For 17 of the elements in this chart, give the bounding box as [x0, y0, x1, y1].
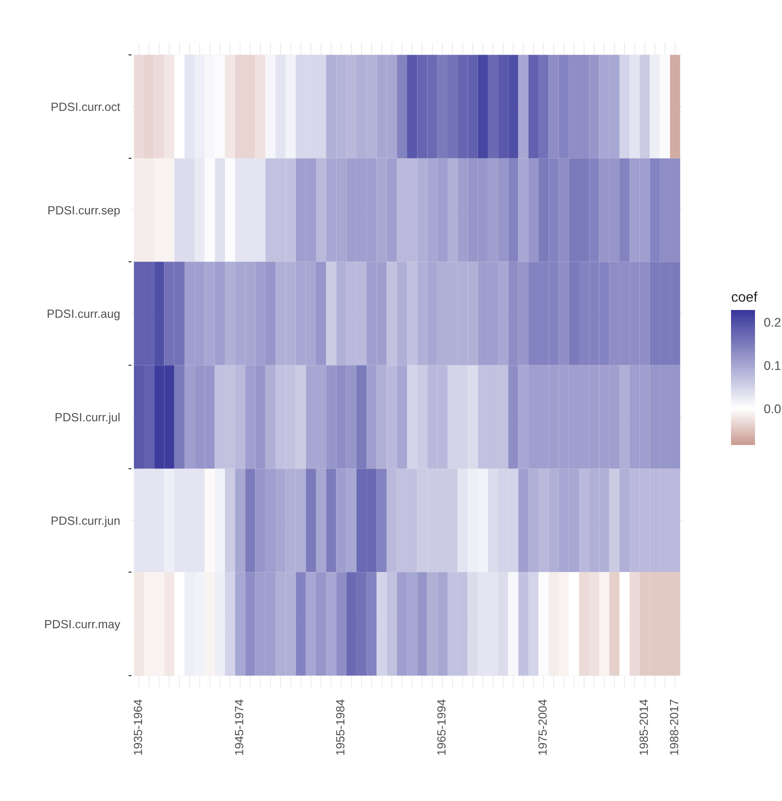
- x-tick-label: 1988-2017: [670, 700, 678, 755]
- y-tick-label: PDSI.curr.jun: [52, 516, 120, 528]
- color-bar-label: 0.1: [764, 361, 781, 370]
- y-tick-label: PDSI.curr.oct: [52, 102, 120, 111]
- x-tick-label: 1985-2014: [640, 700, 648, 755]
- y-tick-label: PDSI.curr.jul: [56, 412, 120, 424]
- x-tick-label: 1955-1984: [336, 700, 344, 755]
- y-tick-label: PDSI.curr.sep: [48, 206, 120, 217]
- y-tick-label: PDSI.curr.aug: [48, 310, 120, 320]
- x-tick-label: 1965-1994: [437, 700, 446, 755]
- x-tick-label: 1935-1964: [134, 700, 142, 755]
- y-tick-label: PDSI.curr.may: [45, 620, 120, 631]
- color-bar-label: 0.0: [764, 404, 781, 414]
- x-tick-label: 1945-1974: [234, 700, 244, 755]
- x-tick-label: 1975-2004: [538, 700, 547, 755]
- color-bar-label: 0.2: [764, 318, 780, 327]
- color-bar-title: coef: [732, 292, 758, 302]
